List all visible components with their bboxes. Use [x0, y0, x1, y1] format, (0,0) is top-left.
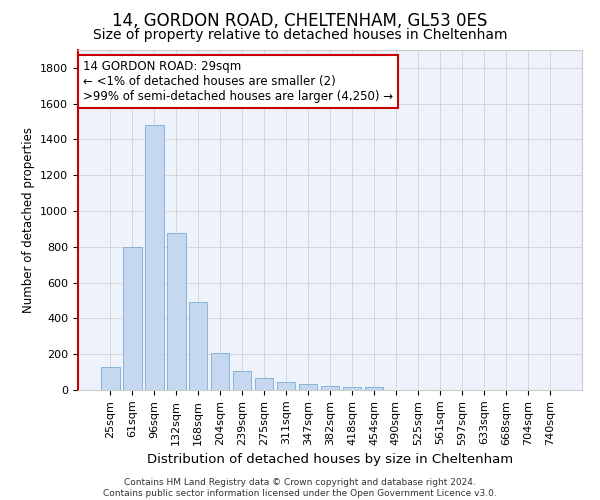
Text: 14 GORDON ROAD: 29sqm
← <1% of detached houses are smaller (2)
>99% of semi-deta: 14 GORDON ROAD: 29sqm ← <1% of detached … [83, 60, 393, 103]
Bar [343, 387, 361, 390]
Bar [145, 125, 164, 390]
Bar [233, 371, 251, 390]
Bar [365, 387, 383, 390]
Bar [101, 366, 119, 390]
X-axis label: Distribution of detached houses by size in Cheltenham: Distribution of detached houses by size … [147, 453, 513, 466]
Text: Contains HM Land Registry data © Crown copyright and database right 2024.
Contai: Contains HM Land Registry data © Crown c… [103, 478, 497, 498]
Bar [320, 386, 340, 390]
Text: 14, GORDON ROAD, CHELTENHAM, GL53 0ES: 14, GORDON ROAD, CHELTENHAM, GL53 0ES [112, 12, 488, 30]
Bar [277, 382, 295, 390]
Bar [189, 302, 208, 390]
Text: Size of property relative to detached houses in Cheltenham: Size of property relative to detached ho… [93, 28, 507, 42]
Bar [167, 232, 185, 390]
Bar [255, 378, 274, 390]
Bar [123, 247, 142, 390]
Bar [299, 384, 317, 390]
Y-axis label: Number of detached properties: Number of detached properties [22, 127, 35, 313]
Bar [211, 354, 229, 390]
